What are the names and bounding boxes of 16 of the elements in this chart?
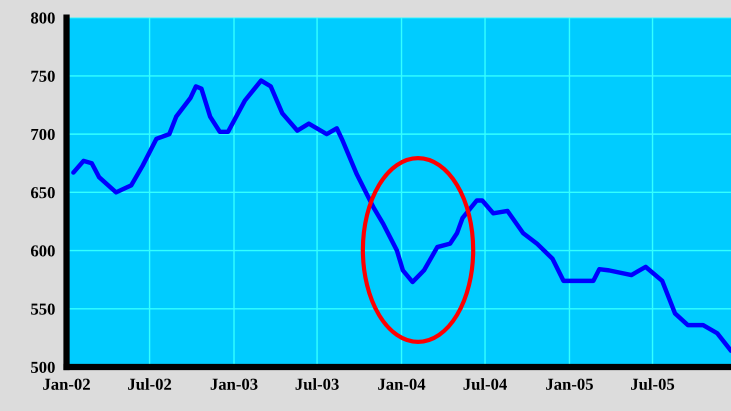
x-tick-label: Jul-03	[296, 378, 339, 390]
y-tick-label: 650	[30, 187, 55, 198]
y-tick-label: 550	[31, 303, 55, 315]
y-tick-label: 800	[30, 12, 55, 24]
x-tick-label: Jul-05	[631, 378, 674, 390]
x-tick-label: Jan-02	[43, 378, 90, 390]
x-tick-label: Jan-05	[546, 378, 593, 390]
x-tick-label: Jan-04	[378, 378, 426, 390]
y-tick-label: 700	[31, 128, 55, 140]
y-tick-label: 750	[31, 70, 55, 82]
x-tick-label: Jul-04	[464, 378, 507, 390]
x-tick-label: Jul-02	[128, 378, 172, 390]
x-tick-label: Jan-03	[210, 378, 258, 390]
y-tick-label: 500	[31, 362, 55, 373]
line-series	[71, 78, 731, 353]
y-tick-label: 600	[30, 245, 55, 257]
